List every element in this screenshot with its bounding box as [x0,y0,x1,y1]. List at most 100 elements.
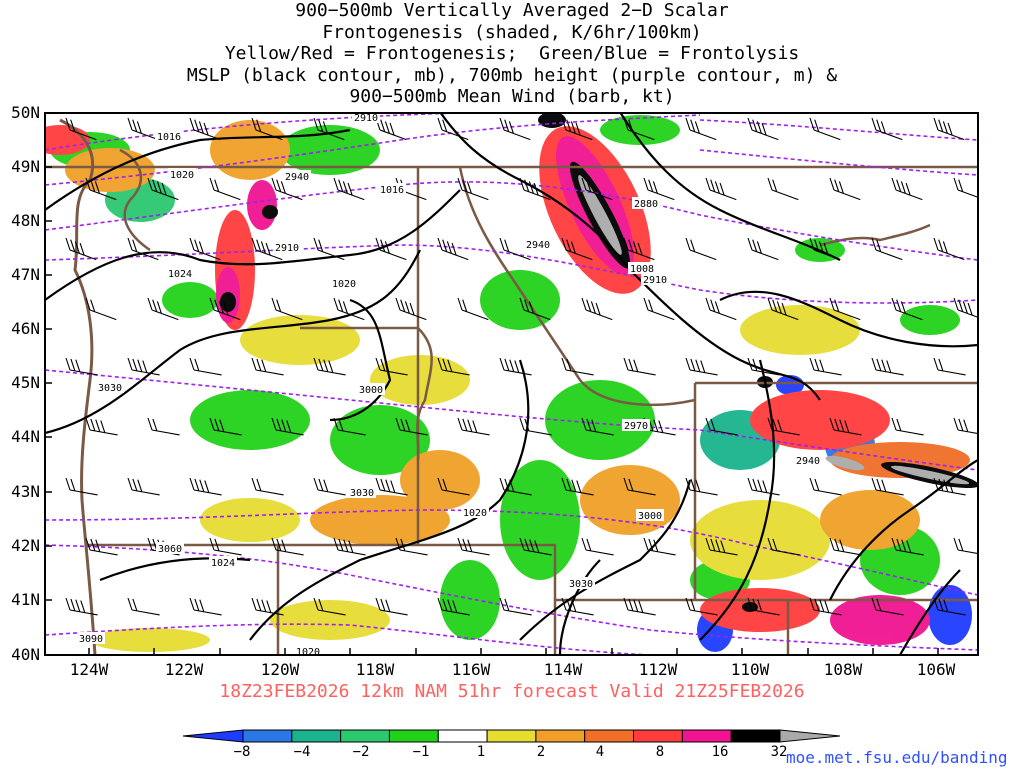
mslp-label: 1016 [155,130,183,143]
wind-barb [747,477,780,496]
wind-barb [871,597,904,616]
wind-barb [65,597,98,616]
wind-barb [871,117,903,141]
svg-text:3090: 3090 [79,634,103,645]
colorbar-segment [486,729,537,743]
mslp-label: 1016 [378,183,406,196]
wind-barb [189,357,222,376]
colorbar-segment [242,729,293,743]
wind-barb [519,297,551,321]
svg-text:1020: 1020 [332,279,356,290]
wind-barb [65,117,97,141]
svg-text:1016: 1016 [380,185,404,196]
height-label: 2940 [794,454,822,467]
svg-text:1020: 1020 [296,647,320,658]
lat-label: 44N [11,427,40,446]
wind-barb [933,597,966,616]
wind-barb [933,237,965,261]
svg-text:1024: 1024 [211,558,235,569]
wind-barbs [65,117,978,616]
wind-barb [271,297,303,321]
lon-label: 118W [355,660,395,679]
wind-barb [871,477,904,496]
wind-barb [953,537,978,555]
svg-text:2940: 2940 [526,240,550,251]
wind-barb [891,537,924,556]
svg-text:1024: 1024 [168,269,192,280]
wind-barb [953,417,978,435]
wind-barb [561,357,594,376]
mslp-label: 1020 [168,168,196,181]
wind-barb [85,297,117,321]
wind-barb [209,177,241,201]
wind-barb [499,237,531,261]
lat-label: 50N [11,103,40,122]
colorbar-tick-label: 16 [711,744,729,760]
height-label: 3060 [156,542,184,555]
colorbar-segment [730,729,781,743]
lat-label: 45N [11,373,40,392]
colorbar-tick-label: 8 [655,744,665,760]
wind-barb [953,177,978,198]
wind-barb [457,297,489,321]
colorbar-tick-label: −4 [293,744,311,760]
colorbar-segment [779,729,841,743]
wind-barb [747,237,779,261]
wind-barb [829,177,861,201]
lat-label: 41N [11,590,40,609]
wind-barb [767,537,800,556]
svg-text:2940: 2940 [285,172,309,183]
wind-barb [561,237,593,261]
wind-barb [251,597,284,616]
wind-barb [933,117,965,141]
wind-barb [933,477,966,496]
mslp-label: 1020 [294,646,322,658]
wind-barb [65,357,98,376]
wind-barb [871,357,904,376]
wind-barb [561,597,594,616]
colorbar-segment [291,729,342,743]
wind-barb [457,537,490,556]
wind-barb [581,537,614,556]
wind-barb [251,117,283,141]
wind-barb [85,537,118,556]
wind-barb [375,477,408,496]
wind-barb [499,597,532,616]
wind-barb [685,597,718,616]
colorbar-segment [633,729,683,743]
wind-barb [313,237,345,261]
lon-label: 114W [543,660,583,679]
political-borders [45,118,978,655]
wind-barb [313,477,346,496]
colorbar-tick-label: −2 [352,744,370,760]
colorbar-tick-label: 2 [536,744,546,760]
wind-barb [705,537,738,556]
wind-barb [437,597,470,616]
title-line-1: 900−500mb Vertically Averaged 2−D Scalar [295,0,729,21]
lon-label: 108W [823,660,863,679]
mslp-label: 1020 [330,277,358,290]
wind-barb [705,417,738,436]
height-label: 3090 [77,632,105,645]
wind-barb [333,177,365,201]
wind-barb [437,357,470,376]
wind-barb [189,477,222,496]
wind-barb [829,417,862,436]
lon-label: 122W [164,660,204,679]
colorbar-segment [182,729,244,743]
wind-barb [395,297,427,321]
wind-barb [437,237,469,261]
wind-barb [809,597,842,616]
height-label: 2910 [273,241,301,254]
mslp-label: 1024 [209,556,237,569]
lat-label: 47N [11,265,40,284]
wind-barb [127,477,160,496]
lon-label: 116W [451,660,491,679]
colorbar-tick-label: 1 [476,744,486,760]
title-line-3: Yellow/Red = Frontogenesis; Green/Blue =… [224,43,800,64]
wind-barb [333,417,366,436]
wind-barb [685,357,718,376]
wind-barb [85,417,118,436]
wind-barb [809,237,841,261]
wind-barb [189,237,221,261]
